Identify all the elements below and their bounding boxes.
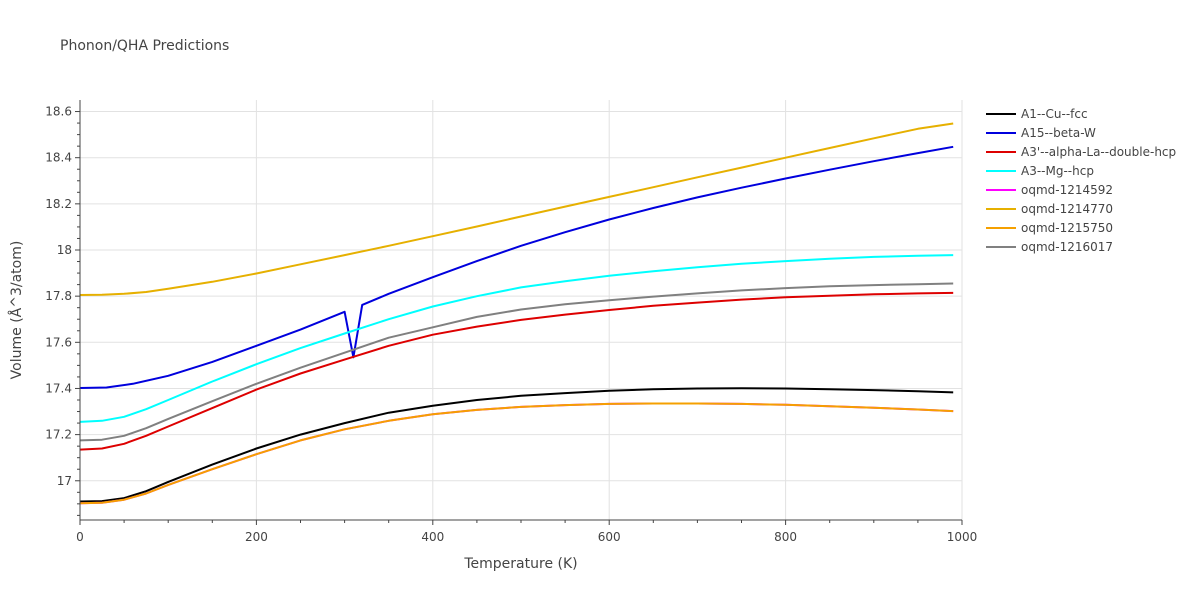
legend-item-a3-alpha-la-double-hcp[interactable]: A3'--alpha-La--double-hcp — [986, 145, 1176, 159]
legend-label: oqmd-1215750 — [1021, 221, 1113, 235]
legend-item-a1-cu-fcc[interactable]: A1--Cu--fcc — [986, 107, 1088, 121]
y-tick-label: 17.2 — [45, 428, 72, 442]
legend-item-oqmd-1216017[interactable]: oqmd-1216017 — [986, 240, 1113, 254]
y-tick-label: 17.6 — [45, 335, 72, 349]
legend-item-a3-mg-hcp[interactable]: A3--Mg--hcp — [986, 164, 1094, 178]
legend[interactable]: A1--Cu--fcc A15--beta-W A3'--alpha-La--dou… — [986, 107, 1176, 254]
y-axis-title: Volume (Å^3/atom) — [8, 241, 25, 380]
y-tick-label: 18.2 — [45, 197, 72, 211]
legend-label: oqmd-1214770 — [1021, 202, 1113, 216]
series-line-oqmd-1214770 — [79, 122, 954, 296]
series-line-oqmd-1215750 — [79, 402, 954, 505]
series-line-a3-alpha-la-double-hcp — [79, 291, 954, 451]
y-tick-label: 18 — [57, 243, 72, 257]
axes: 0 200 400 600 800 1000 17 17.2 17.4 17.6 17.8 18 18.… — [45, 100, 977, 544]
legend-label: oqmd-1214592 — [1021, 183, 1113, 197]
y-tick-label: 17 — [57, 474, 72, 488]
legend-label: oqmd-1216017 — [1021, 240, 1113, 254]
y-tick-label: 18.6 — [45, 105, 72, 119]
legend-label: A1--Cu--fcc — [1021, 107, 1088, 121]
x-tick-label: 400 — [421, 530, 444, 544]
legend-label: A3'--alpha-La--double-hcp — [1021, 145, 1176, 159]
series-line-oqmd-1214592 — [79, 402, 954, 505]
series-line-a1-cu-fcc — [79, 387, 954, 503]
series-line-oqmd-1216017 — [79, 282, 954, 442]
series-line-a15-beta-w — [79, 145, 954, 389]
y-tick-label: 17.4 — [45, 381, 72, 395]
y-tick-label: 17.8 — [45, 289, 72, 303]
legend-item-a15-beta-w[interactable]: A15--beta-W — [986, 126, 1096, 140]
chart-title: Phonon/QHA Predictions — [60, 38, 229, 54]
x-tick-label: 0 — [76, 530, 84, 544]
series-layer — [79, 122, 954, 505]
x-tick-label: 200 — [245, 530, 268, 544]
legend-label: A15--beta-W — [1021, 126, 1096, 140]
legend-label: A3--Mg--hcp — [1021, 164, 1094, 178]
legend-item-oqmd-1215750[interactable]: oqmd-1215750 — [986, 221, 1113, 235]
x-tick-label: 600 — [598, 530, 621, 544]
legend-item-oqmd-1214770[interactable]: oqmd-1214770 — [986, 202, 1113, 216]
series-line-a3-mg-hcp — [79, 254, 954, 423]
y-tick-label: 18.4 — [45, 151, 72, 165]
x-tick-label: 1000 — [947, 530, 978, 544]
x-tick-label: 800 — [774, 530, 797, 544]
x-axis-title: Temperature (K) — [463, 556, 577, 572]
legend-item-oqmd-1214592[interactable]: oqmd-1214592 — [986, 183, 1113, 197]
